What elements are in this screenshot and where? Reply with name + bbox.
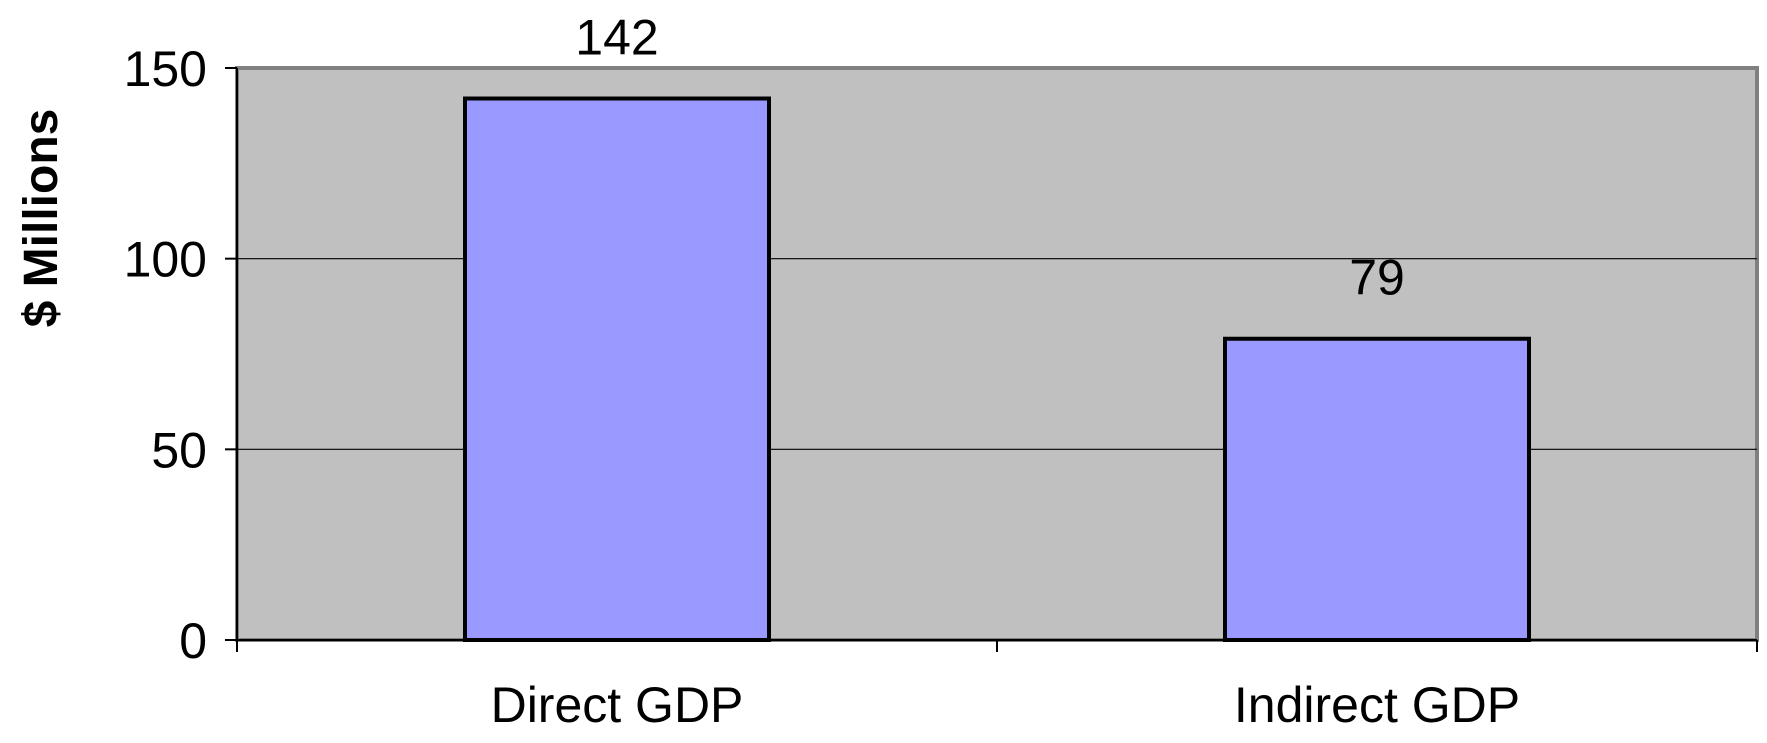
x-axis-ticks (236, 640, 1758, 652)
data-label: 142 (575, 10, 658, 66)
data-label: 79 (1349, 250, 1405, 306)
y-tick-label: 50 (151, 422, 207, 478)
y-tick-label: 100 (124, 232, 207, 288)
y-axis-ticks: 0 50 100 150 (124, 41, 237, 669)
x-tick-label: Indirect GDP (1234, 677, 1520, 733)
bar-direct-gdp (463, 96, 771, 643)
x-axis-labels: Direct GDP Indirect GDP (491, 677, 1521, 733)
x-tick-label: Direct GDP (491, 677, 744, 733)
bar-indirect-gdp (1223, 336, 1531, 642)
bars (463, 96, 1531, 643)
y-axis-title: $ Millions (15, 109, 68, 328)
y-tick-label: 0 (179, 613, 207, 669)
y-tick-label: 150 (124, 41, 207, 97)
data-labels: 142 79 (575, 10, 1405, 306)
